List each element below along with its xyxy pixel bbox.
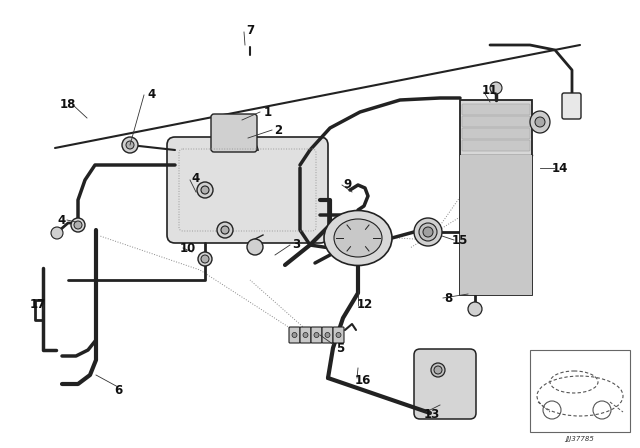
Text: 4: 4 [58,214,66,227]
FancyBboxPatch shape [460,155,532,295]
Text: 9: 9 [344,178,352,191]
Circle shape [74,221,82,229]
Text: 14: 14 [552,161,568,175]
Circle shape [201,186,209,194]
Ellipse shape [324,211,392,266]
Circle shape [198,252,212,266]
Text: 6: 6 [114,383,122,396]
FancyBboxPatch shape [167,137,328,243]
Circle shape [423,227,433,237]
Circle shape [221,226,229,234]
Text: 4: 4 [192,172,200,185]
Text: 17: 17 [30,298,46,311]
Text: 18: 18 [60,99,76,112]
FancyBboxPatch shape [300,327,311,343]
Text: 1: 1 [264,105,272,119]
Circle shape [535,117,545,127]
Circle shape [336,332,341,337]
Text: 15: 15 [452,233,468,246]
Ellipse shape [530,111,550,133]
Bar [530,350,630,432]
Circle shape [419,223,437,241]
FancyBboxPatch shape [462,116,530,127]
Circle shape [217,222,233,238]
Circle shape [325,332,330,337]
FancyBboxPatch shape [462,128,530,139]
Circle shape [303,332,308,337]
Circle shape [51,227,63,239]
FancyBboxPatch shape [322,327,333,343]
Circle shape [201,255,209,263]
Text: 16: 16 [355,374,371,387]
FancyBboxPatch shape [333,327,344,343]
Text: 2: 2 [274,124,282,137]
Text: 5: 5 [336,341,344,354]
FancyBboxPatch shape [311,327,322,343]
Circle shape [490,82,502,94]
Circle shape [431,363,445,377]
Text: 12: 12 [357,298,373,311]
Text: 4: 4 [148,89,156,102]
FancyBboxPatch shape [460,100,532,295]
Text: 13: 13 [424,409,440,422]
FancyBboxPatch shape [211,114,257,152]
FancyBboxPatch shape [414,349,476,419]
FancyBboxPatch shape [562,93,581,119]
Text: 7: 7 [246,23,254,36]
Text: 11: 11 [482,83,498,96]
FancyBboxPatch shape [462,140,530,151]
Circle shape [197,182,213,198]
Text: 8: 8 [444,292,452,305]
Text: 3: 3 [292,238,300,251]
Circle shape [122,137,138,153]
Text: JJJ37785: JJJ37785 [566,436,595,442]
Circle shape [71,218,85,232]
FancyBboxPatch shape [462,104,530,115]
Circle shape [126,141,134,149]
Circle shape [247,239,263,255]
Circle shape [292,332,297,337]
Circle shape [414,218,442,246]
FancyBboxPatch shape [289,327,300,343]
Circle shape [434,366,442,374]
Text: 10: 10 [180,241,196,254]
Circle shape [314,332,319,337]
Circle shape [468,302,482,316]
Ellipse shape [334,219,382,257]
